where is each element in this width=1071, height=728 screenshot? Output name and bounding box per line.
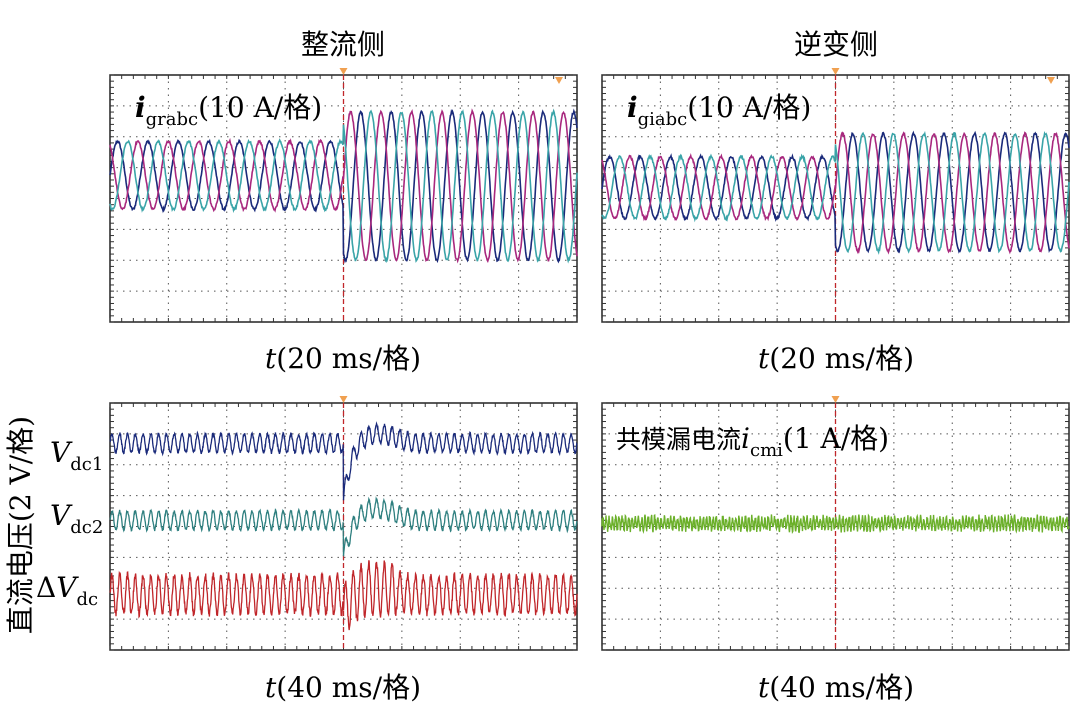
trigger-marker (831, 396, 840, 403)
trigger-marker (339, 68, 348, 75)
vdc2-label: Vdc2 (50, 499, 103, 538)
time-var: t (265, 342, 277, 375)
time-scale: (40 ms/格) (276, 671, 421, 704)
phase-current-b (109, 108, 578, 264)
cmi-time-axis-label: t(40 ms/格) (758, 671, 914, 704)
inverter-header: 逆变侧 (794, 28, 878, 61)
current-label: igiabc(10 A/格) (627, 91, 811, 130)
current-label-scale: (10 A/格) (198, 91, 322, 124)
panel-rectifier-currents: igrabc(10 A/格) (109, 68, 578, 323)
trigger-line (831, 68, 1055, 322)
phase-current-c (601, 130, 1070, 255)
cmi-trace (601, 513, 1070, 535)
time-scale: (20 ms/格) (769, 342, 914, 375)
dvdc-prefix: Δ (36, 571, 56, 604)
phase-current-a (109, 108, 578, 264)
phase-current-b (601, 131, 1070, 255)
vdc2-var: V (50, 499, 73, 532)
panel-inverter-currents: igiabc(10 A/格) (601, 68, 1070, 323)
trigger-marker (555, 77, 563, 84)
time-scale: (40 ms/格) (769, 671, 914, 704)
cmi-label-scale: (1 A/格) (783, 422, 889, 455)
panel-dc-voltages (109, 396, 578, 651)
time-var: t (758, 342, 770, 375)
vdc1-sub: dc1 (70, 454, 103, 475)
cmi-label-sub: cmi (750, 440, 783, 461)
waveforms (109, 421, 578, 631)
current-label-sub: grabc (146, 109, 198, 130)
dvdc-sub: dc (76, 589, 98, 610)
trigger-marker (1047, 77, 1055, 84)
trigger-marker (339, 396, 348, 403)
time-scale: (20 ms/格) (276, 342, 421, 375)
phase-current-a (601, 130, 1070, 254)
current-label-sub: giabc (638, 109, 688, 130)
current-label-var: i (627, 91, 638, 124)
dc-voltage-axis-label: 直流电压(2 V/格) (4, 416, 37, 634)
vdc1-label: Vdc1 (50, 436, 103, 475)
waveforms (601, 130, 1070, 255)
rectifier-header: 整流侧 (301, 28, 385, 61)
dvdc-var: V (56, 571, 79, 604)
current-label: igrabc(10 A/格) (135, 91, 322, 130)
trigger-line (339, 68, 563, 322)
inverter-time-axis-label: t(20 ms/格) (758, 342, 914, 375)
panel-common-mode-current: 共模漏电流icmi(1 A/格) (601, 396, 1070, 651)
current-label-var: i (135, 91, 146, 124)
current-label-scale: (10 A/格) (687, 91, 811, 124)
waveforms (601, 513, 1070, 535)
phase-current-c (109, 108, 578, 264)
time-var: t (758, 671, 770, 704)
time-var: t (265, 671, 277, 704)
dvdc-trace (109, 560, 578, 631)
cmi-label: 共模漏电流icmi(1 A/格) (616, 422, 889, 461)
vdc1-var: V (50, 436, 73, 469)
trigger-marker (831, 68, 840, 75)
waveforms (109, 108, 578, 264)
rectifier-time-axis-label: t(20 ms/格) (265, 342, 421, 375)
vdc1-trace (109, 421, 578, 501)
dc-time-axis-label: t(40 ms/格) (265, 671, 421, 704)
vdc2-sub: dc2 (70, 517, 103, 538)
vdc2-trace (109, 496, 578, 557)
cmi-label-var: i (741, 422, 750, 455)
dvdc-label: ΔVdc (36, 571, 98, 610)
cmi-label-prefix: 共模漏电流 (616, 425, 741, 454)
